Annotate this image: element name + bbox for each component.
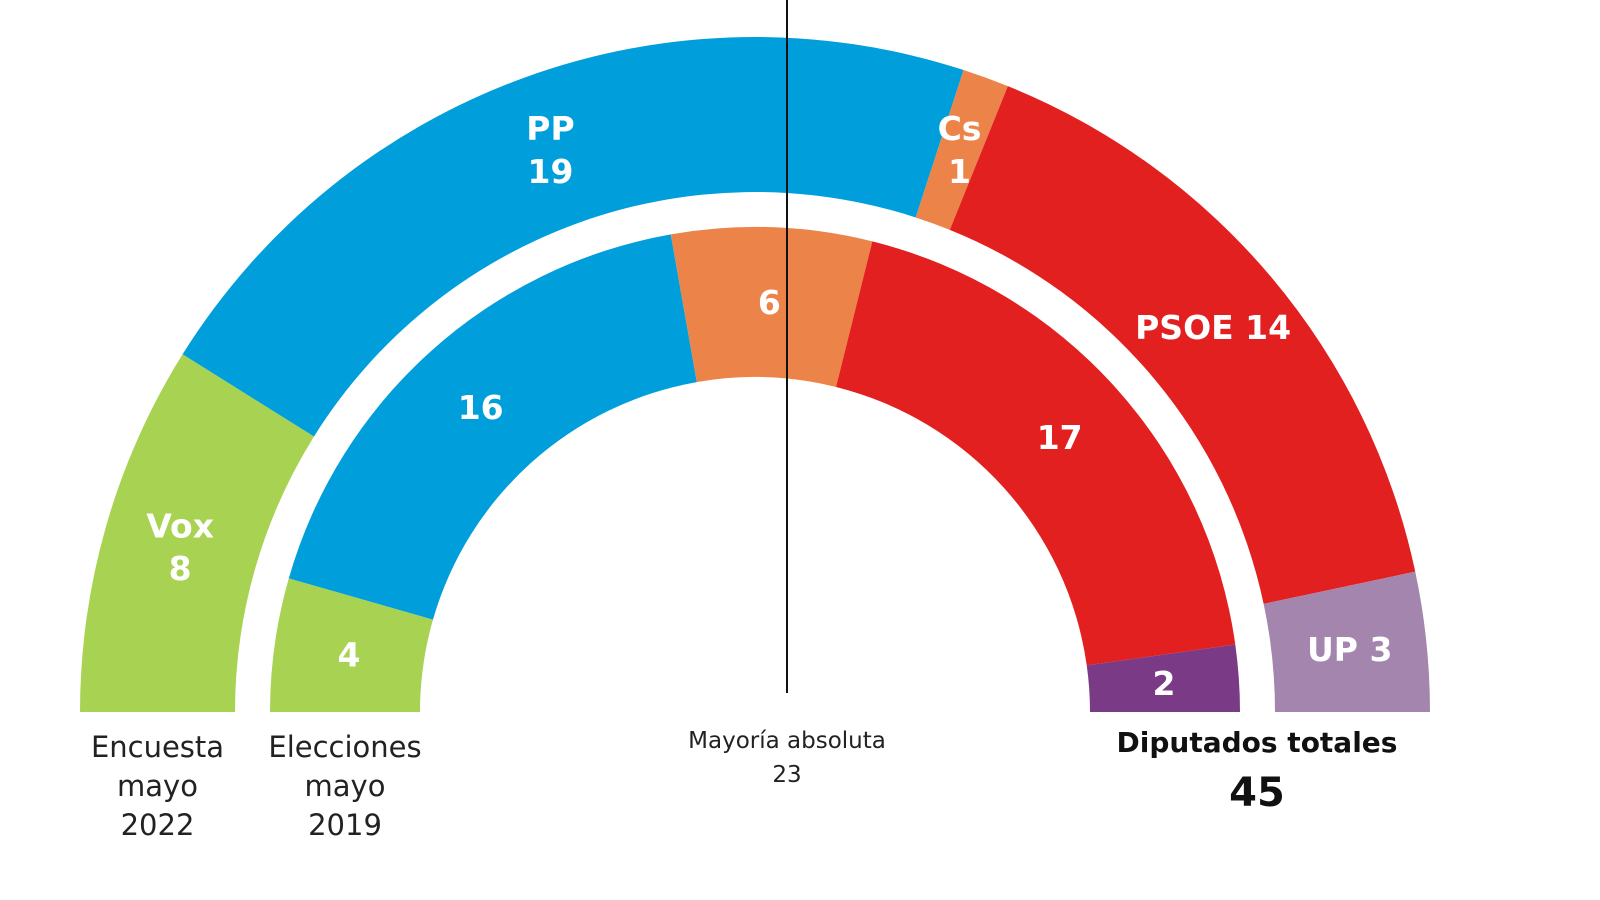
segment-label-cs-ring-2: 6: [758, 283, 781, 322]
ring-caption-1: Encuesta mayo 2022: [91, 730, 224, 842]
segment-labels: Vox 8 PP 19 Cs 1 PSOE 14 UP 3 4 16 6 17 2: [146, 109, 1392, 703]
ring-captions: Encuesta mayo 2022 Elecciones mayo 2019: [91, 730, 422, 842]
seat-rings: [80, 36, 1430, 712]
segment-label-up-ring-2: 2: [1153, 664, 1176, 703]
segment-label-vox-ring-1: Vox 8: [146, 506, 214, 588]
seat-segment-psoe-ring-1: [949, 86, 1416, 604]
segment-label-pp-ring-2: 16: [458, 388, 504, 427]
segment-label-pp-ring-1: PP 19: [526, 109, 574, 191]
total-seats-title: Diputados totales: [1117, 726, 1398, 759]
segment-label-cs-ring-1: Cs 1: [938, 109, 982, 191]
seat-segment-up-ring-1: [1263, 571, 1430, 712]
seat-segment-psoe-ring-2: [836, 241, 1236, 666]
segment-label-vox-ring-2: 4: [338, 635, 361, 674]
segment-label-up-ring-1: UP 3: [1307, 630, 1392, 669]
segment-label-psoe-ring-2: 17: [1037, 418, 1083, 457]
seat-segment-pp-ring-2: [288, 234, 697, 620]
seat-segment-cs-ring-1: [915, 70, 1008, 230]
majority-label: Mayoría absoluta: [688, 728, 886, 754]
seat-segment-cs-ring-2: [670, 227, 873, 387]
seat-segment-pp-ring-1: [182, 36, 964, 437]
ring-caption-2: Elecciones mayo 2019: [268, 730, 421, 842]
majority-value: 23: [772, 762, 801, 788]
seat-segment-up-ring-2: [1086, 644, 1240, 712]
segment-label-psoe-ring-1: PSOE 14: [1135, 308, 1291, 347]
total-seats-value: 45: [1229, 770, 1285, 816]
seat-segment-vox-ring-1: [80, 354, 315, 712]
seat-segment-vox-ring-2: [270, 578, 433, 712]
